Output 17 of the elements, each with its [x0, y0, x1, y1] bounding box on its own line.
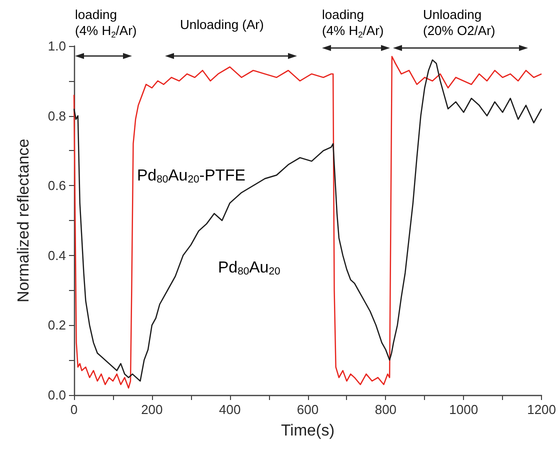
- x-tick-label: 0: [70, 402, 78, 417]
- x-tick-label: 1000: [449, 402, 478, 417]
- text: Unloading (20% O2/Ar): [423, 7, 496, 38]
- y-tick-label: 1.0: [48, 38, 66, 54]
- y-tick-label: 0.0: [48, 388, 66, 402]
- y-tick-label: 0.4: [48, 248, 66, 263]
- y-axis-title: Normalized reflectance: [16, 138, 32, 302]
- x-tick-label: 800: [374, 402, 397, 417]
- x-tick-label: 600: [296, 402, 319, 417]
- text: Unloading (Ar): [180, 17, 264, 32]
- x-tick-label: 1200: [527, 402, 556, 417]
- y-tick-label: 0.6: [48, 178, 66, 194]
- x-axis-title: Time(s): [280, 422, 335, 440]
- x-tick-label: 200: [141, 402, 163, 417]
- y-tick-label: 0.8: [48, 108, 66, 124]
- y-tick-label: 0.2: [48, 318, 66, 333]
- x-tick-label: 400: [218, 402, 241, 417]
